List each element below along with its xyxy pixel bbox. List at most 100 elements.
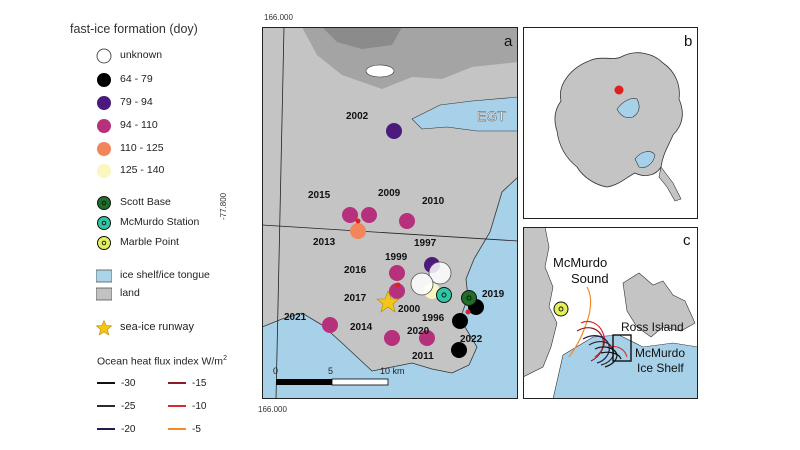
year-label-1999: 1999 — [385, 252, 408, 263]
year-marker-2002[interactable] — [386, 123, 402, 139]
year-label-2011: 2011 — [412, 351, 434, 362]
legend-label: unknown — [120, 49, 163, 61]
circle-marker-icon — [96, 48, 112, 64]
scale-tick-label: 5 — [328, 366, 333, 376]
heat-flux-legend-title: Ocean heat flux index W/m2 — [97, 355, 227, 368]
year-label-2009: 2009 — [378, 188, 401, 199]
mcmurdo-ice-shelf-label-2: Ice Shelf — [637, 361, 684, 375]
egt-label: EGT — [477, 108, 506, 124]
mcmurdo-ice-shelf-label-1: McMurdo — [635, 346, 685, 360]
legend-label: 94 - 110 — [120, 119, 158, 131]
year-marker-1999[interactable] — [428, 261, 452, 285]
legend-label: 110 - 125 — [120, 142, 164, 154]
mcmurdo-sound-label-2: Sound — [571, 271, 609, 286]
circle-marker-icon — [97, 73, 111, 87]
year-label-2017: 2017 — [344, 293, 367, 304]
legend-label: land — [120, 287, 140, 299]
year-marker-2013[interactable] — [350, 223, 366, 239]
year-marker-2017[interactable] — [389, 283, 405, 299]
ross-island-label: Ross Island — [621, 320, 684, 334]
year-label-2010: 2010 — [422, 196, 445, 207]
circle-marker-icon — [97, 142, 111, 156]
heat-flux-title-text: Ocean heat flux index W/m — [97, 355, 224, 368]
legend-label: Scott Base — [120, 196, 171, 208]
year-marker-2011[interactable] — [451, 342, 467, 358]
marble-point-marker[interactable] — [553, 301, 569, 317]
ronne-ice-shelf — [634, 151, 656, 168]
year-marker-2016[interactable] — [389, 265, 405, 281]
heat-flux-item: -30 — [97, 377, 135, 389]
swatch-icon — [96, 287, 112, 301]
year-label-2002: 2002 — [346, 111, 369, 122]
map-panel-a: EGT a 2002 2015 2009 2010 2013 1997 1999 2016 20… — [262, 27, 518, 399]
legend-label: 125 - 140 — [120, 164, 165, 176]
year-label-2015: 2015 — [308, 190, 331, 201]
left-coordinate: -77.800 — [219, 192, 228, 220]
year-label-2020: 2020 — [407, 326, 430, 337]
legend-label: Marble Point — [120, 236, 179, 248]
map-panel-b: b — [523, 27, 698, 219]
circle-marker-icon — [97, 96, 111, 110]
circle-marker-icon — [97, 119, 111, 133]
heat-flux-item: -10 — [168, 400, 206, 412]
station-marker-icon — [97, 236, 111, 250]
egt-ice-tongue — [411, 96, 518, 132]
island — [365, 64, 395, 78]
heat-flux-item: -15 — [168, 377, 206, 389]
year-label-2016: 2016 — [344, 265, 367, 276]
panel-label-b: b — [684, 33, 692, 50]
scott-base-marker[interactable] — [461, 290, 477, 306]
year-marker-2015[interactable] — [342, 207, 358, 223]
study-area-box — [612, 334, 632, 362]
swatch-icon — [96, 269, 112, 283]
panel-label-c: c — [683, 232, 691, 249]
heat-flux-label: -15 — [192, 377, 207, 389]
year-marker-2010[interactable] — [399, 213, 415, 229]
study-site-marker[interactable] — [614, 85, 624, 95]
station-marker-icon — [97, 196, 111, 210]
scale-tick-label: 10 km — [380, 366, 405, 376]
heat-flux-item: -5 — [168, 423, 201, 435]
legend-label: 79 - 94 — [120, 96, 153, 108]
year-marker-2022[interactable] — [452, 313, 468, 329]
legend-label: McMurdo Station — [120, 216, 200, 228]
heat-flux-item: -20 — [97, 423, 135, 435]
station-marker-icon — [97, 216, 111, 230]
year-label-2013: 2013 — [313, 237, 336, 248]
heat-flux-label: -20 — [121, 423, 136, 435]
scale-bar: 0 5 10 km — [273, 366, 405, 386]
heat-flux-label: -25 — [121, 400, 136, 412]
legend-label: 64 - 79 — [120, 73, 153, 85]
panel-label-a: a — [504, 33, 513, 50]
bottom-coordinate: 166.000 — [258, 405, 287, 414]
scale-tick-label: 0 — [273, 366, 278, 376]
year-label-1997: 1997 — [414, 238, 437, 249]
heat-flux-label: -5 — [192, 423, 201, 435]
land-west — [523, 227, 558, 378]
map-panel-c: McMurdo Sound Ross Island McMurdo Ice Sh… — [523, 227, 698, 399]
year-marker-2021[interactable] — [322, 317, 338, 333]
year-marker-2014[interactable] — [384, 330, 400, 346]
year-label-2019: 2019 — [482, 289, 505, 300]
year-marker-1996[interactable] — [410, 272, 434, 296]
sea-ice-runway-star[interactable] — [376, 290, 400, 313]
year-marker-2009[interactable] — [361, 207, 377, 223]
year-marker-2020[interactable] — [419, 330, 435, 346]
legend-label: ice shelf/ice tongue — [120, 269, 210, 281]
legend-title: fast-ice formation (doy) — [70, 22, 198, 36]
legend-label: sea-ice runway — [120, 321, 194, 333]
heat-flux-title-sup: 2 — [223, 355, 227, 362]
heat-flux-item: -25 — [97, 400, 135, 412]
ross-island-land — [622, 272, 696, 338]
year-label-1996: 1996 — [422, 313, 445, 324]
heat-flux-label: -10 — [192, 400, 207, 412]
antarctic-peninsula — [658, 166, 682, 202]
mcmurdo-station-marker[interactable] — [436, 287, 452, 303]
star-icon — [96, 320, 112, 336]
ross-ice-shelf — [616, 98, 640, 119]
circle-marker-icon — [97, 164, 111, 178]
year-label-2021: 2021 — [284, 312, 307, 323]
year-label-2014: 2014 — [350, 322, 373, 333]
year-label-2000: 2000 — [398, 304, 421, 315]
heat-flux-label: -30 — [121, 377, 136, 389]
